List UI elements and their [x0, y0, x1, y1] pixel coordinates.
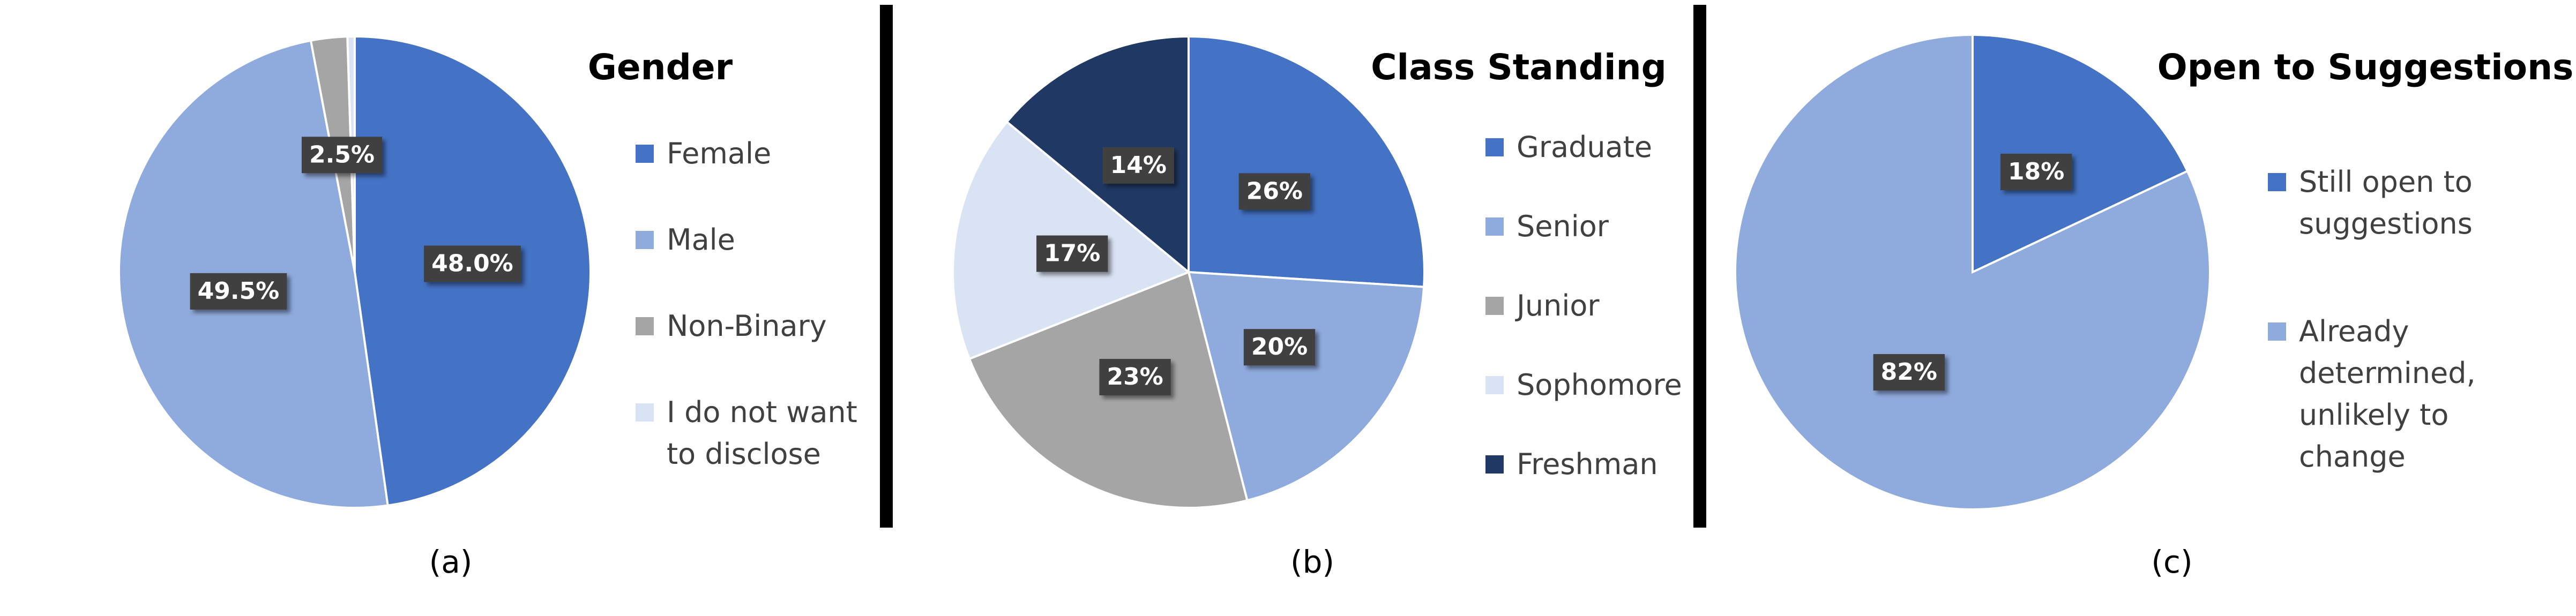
- legend-item: Female: [636, 133, 870, 175]
- data-label-text: 49.5%: [198, 277, 280, 305]
- legend-item: Graduate: [1485, 126, 1682, 168]
- divider: [880, 5, 893, 528]
- pie-slice: [1188, 35, 1425, 288]
- legend-label: Still open to suggestions: [2299, 165, 2473, 241]
- data-label-box: [1102, 147, 1174, 184]
- data-label-text: 23%: [1107, 363, 1163, 390]
- legend-swatch: [1485, 217, 1504, 236]
- data-label: 49.5%: [190, 273, 287, 310]
- legend-item: Non-Binary: [636, 305, 870, 347]
- legend-label: I do not want to disclose: [667, 395, 857, 471]
- legend-item: Junior: [1485, 285, 1682, 327]
- data-label-text: 17%: [1044, 240, 1100, 267]
- data-label-box: [1099, 359, 1171, 396]
- data-label-box: [1243, 329, 1316, 366]
- legend-label: Graduate: [1517, 130, 1653, 164]
- data-label-text: 48.0%: [431, 250, 513, 277]
- legend-item: Sophomore: [1485, 364, 1682, 406]
- pie-slice: [1734, 33, 2211, 510]
- legend-swatch: [636, 403, 654, 422]
- legend-label: Junior: [1517, 289, 1600, 322]
- legend-item: I do not want to disclose: [636, 392, 870, 475]
- pie-slice: [1005, 35, 1190, 275]
- legend-label: Sophomore: [1517, 368, 1682, 402]
- data-label-text: 14%: [1110, 152, 1167, 179]
- data-label-text: 20%: [1251, 333, 1308, 360]
- data-label: 14%: [1102, 147, 1174, 184]
- legend-label: Male: [667, 223, 735, 257]
- legend-swatch: [1485, 297, 1504, 315]
- chart-title: Gender: [588, 47, 733, 88]
- data-label-text: 2.5%: [309, 141, 375, 168]
- legend-swatch: [1485, 376, 1504, 394]
- caption: (c): [2151, 544, 2192, 580]
- data-label: 17%: [1036, 235, 1108, 272]
- data-label-text: 18%: [2008, 158, 2064, 185]
- data-label-box: [1238, 173, 1311, 210]
- data-label-box: [301, 137, 382, 174]
- legend-item: Still open to suggestions: [2268, 161, 2524, 245]
- data-label-box: [424, 245, 521, 282]
- legend-label: Freshman: [1517, 447, 1658, 481]
- data-label-text: 82%: [1881, 358, 1937, 386]
- data-label: 26%: [1238, 173, 1311, 210]
- legend-item: Senior: [1485, 206, 1682, 247]
- legend-swatch: [1485, 455, 1504, 474]
- legend: Female Male Non-Binary I do not want to dis…: [636, 133, 870, 475]
- data-label-box: [190, 273, 287, 310]
- caption: (b): [1290, 544, 1334, 580]
- data-label: 82%: [1873, 354, 1945, 391]
- data-label-box: [1873, 354, 1945, 391]
- legend-swatch: [636, 231, 654, 249]
- legend-label: Already determined, unlikely to change: [2299, 314, 2476, 474]
- legend-swatch: [636, 145, 654, 163]
- chart-title: Open to Suggestions: [2157, 47, 2574, 88]
- data-label: 2.5%: [301, 137, 382, 174]
- data-label-box: [2000, 153, 2072, 190]
- data-label-box: [1036, 235, 1108, 272]
- legend-label: Female: [667, 137, 772, 170]
- data-label-text: 26%: [1246, 177, 1303, 205]
- legend-swatch: [1485, 138, 1504, 156]
- data-label: 48.0%: [424, 245, 521, 282]
- legend: Still open to suggestions Already determi…: [2268, 161, 2524, 478]
- data-label: 20%: [1243, 329, 1316, 366]
- data-label: 23%: [1099, 359, 1171, 396]
- legend-label: Non-Binary: [667, 309, 827, 343]
- legend-item: Male: [636, 219, 870, 261]
- divider: [1693, 5, 1706, 528]
- legend: Graduate Senior Junior Sophomore Freshman: [1485, 126, 1682, 485]
- legend-swatch: [636, 317, 654, 335]
- legend-swatch: [2268, 173, 2286, 191]
- legend-item: Freshman: [1485, 444, 1682, 485]
- data-label: 18%: [2000, 153, 2072, 190]
- chart-title: Class Standing: [1371, 47, 1667, 88]
- caption: (a): [429, 544, 473, 580]
- pie-slice: [1972, 33, 2189, 274]
- legend-label: Senior: [1517, 209, 1609, 243]
- legend-item: Already determined, unlikely to change: [2268, 311, 2524, 478]
- legend-swatch: [2268, 322, 2286, 341]
